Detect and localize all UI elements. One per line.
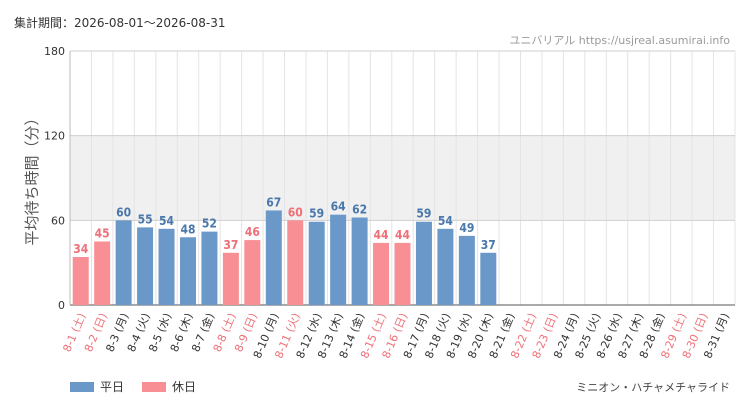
data-label: 44 <box>395 228 411 242</box>
bar <box>415 221 432 305</box>
data-label: 60 <box>116 205 131 219</box>
data-label: 45 <box>95 227 110 241</box>
y-axis-title: 平均待ち時間（分） <box>23 110 41 245</box>
bar <box>158 228 175 305</box>
data-label: 67 <box>266 195 281 209</box>
bar <box>201 231 218 305</box>
source-label: ユニバリアル https://usjreal.asumirai.info <box>509 34 730 47</box>
data-label: 34 <box>73 242 89 256</box>
bar <box>287 220 304 305</box>
period-label: 集計期間：2026-08-01～2026-08-31 <box>14 16 226 30</box>
bar <box>179 237 196 305</box>
data-label: 55 <box>138 212 153 226</box>
bar <box>244 240 261 305</box>
data-label: 52 <box>202 217 217 231</box>
data-label: 62 <box>352 203 367 217</box>
bar <box>308 221 325 305</box>
data-label: 37 <box>223 238 238 252</box>
bar <box>480 252 497 305</box>
legend-item-holiday: 休日 <box>142 378 196 395</box>
data-label: 44 <box>374 228 390 242</box>
data-label: 46 <box>245 225 260 239</box>
bar <box>222 252 239 305</box>
data-label: 59 <box>416 207 431 221</box>
bar <box>437 228 454 305</box>
bar <box>72 257 89 305</box>
legend: 平日 休日 <box>70 378 214 395</box>
y-tick-label: 60 <box>51 214 65 227</box>
legend-label-weekday: 平日 <box>100 380 125 394</box>
legend-item-weekday: 平日 <box>70 378 124 395</box>
data-label: 64 <box>331 200 347 214</box>
bar <box>137 227 154 305</box>
legend-swatch-weekday <box>70 381 94 392</box>
data-label: 54 <box>438 214 454 228</box>
bar <box>265 210 282 305</box>
bar <box>394 242 411 305</box>
shaded-band <box>70 135 735 221</box>
y-tick-label: 120 <box>44 130 65 143</box>
legend-swatch-holiday <box>142 381 167 392</box>
data-label: 59 <box>309 207 324 221</box>
legend-label-holiday: 休日 <box>172 380 197 394</box>
y-tick-label: 0 <box>58 299 65 312</box>
data-label: 60 <box>288 205 303 219</box>
attraction-name: ミニオン・ハチャメチャライド <box>576 381 730 394</box>
data-label: 54 <box>159 214 175 228</box>
bar <box>115 220 132 305</box>
y-tick-label: 180 <box>44 45 65 58</box>
bar <box>458 235 475 305</box>
bar <box>330 214 347 305</box>
bar <box>94 241 111 305</box>
bar <box>351 217 368 305</box>
data-label: 48 <box>180 222 195 236</box>
bar <box>373 242 390 305</box>
data-label: 49 <box>459 221 474 235</box>
data-label: 37 <box>481 238 496 252</box>
